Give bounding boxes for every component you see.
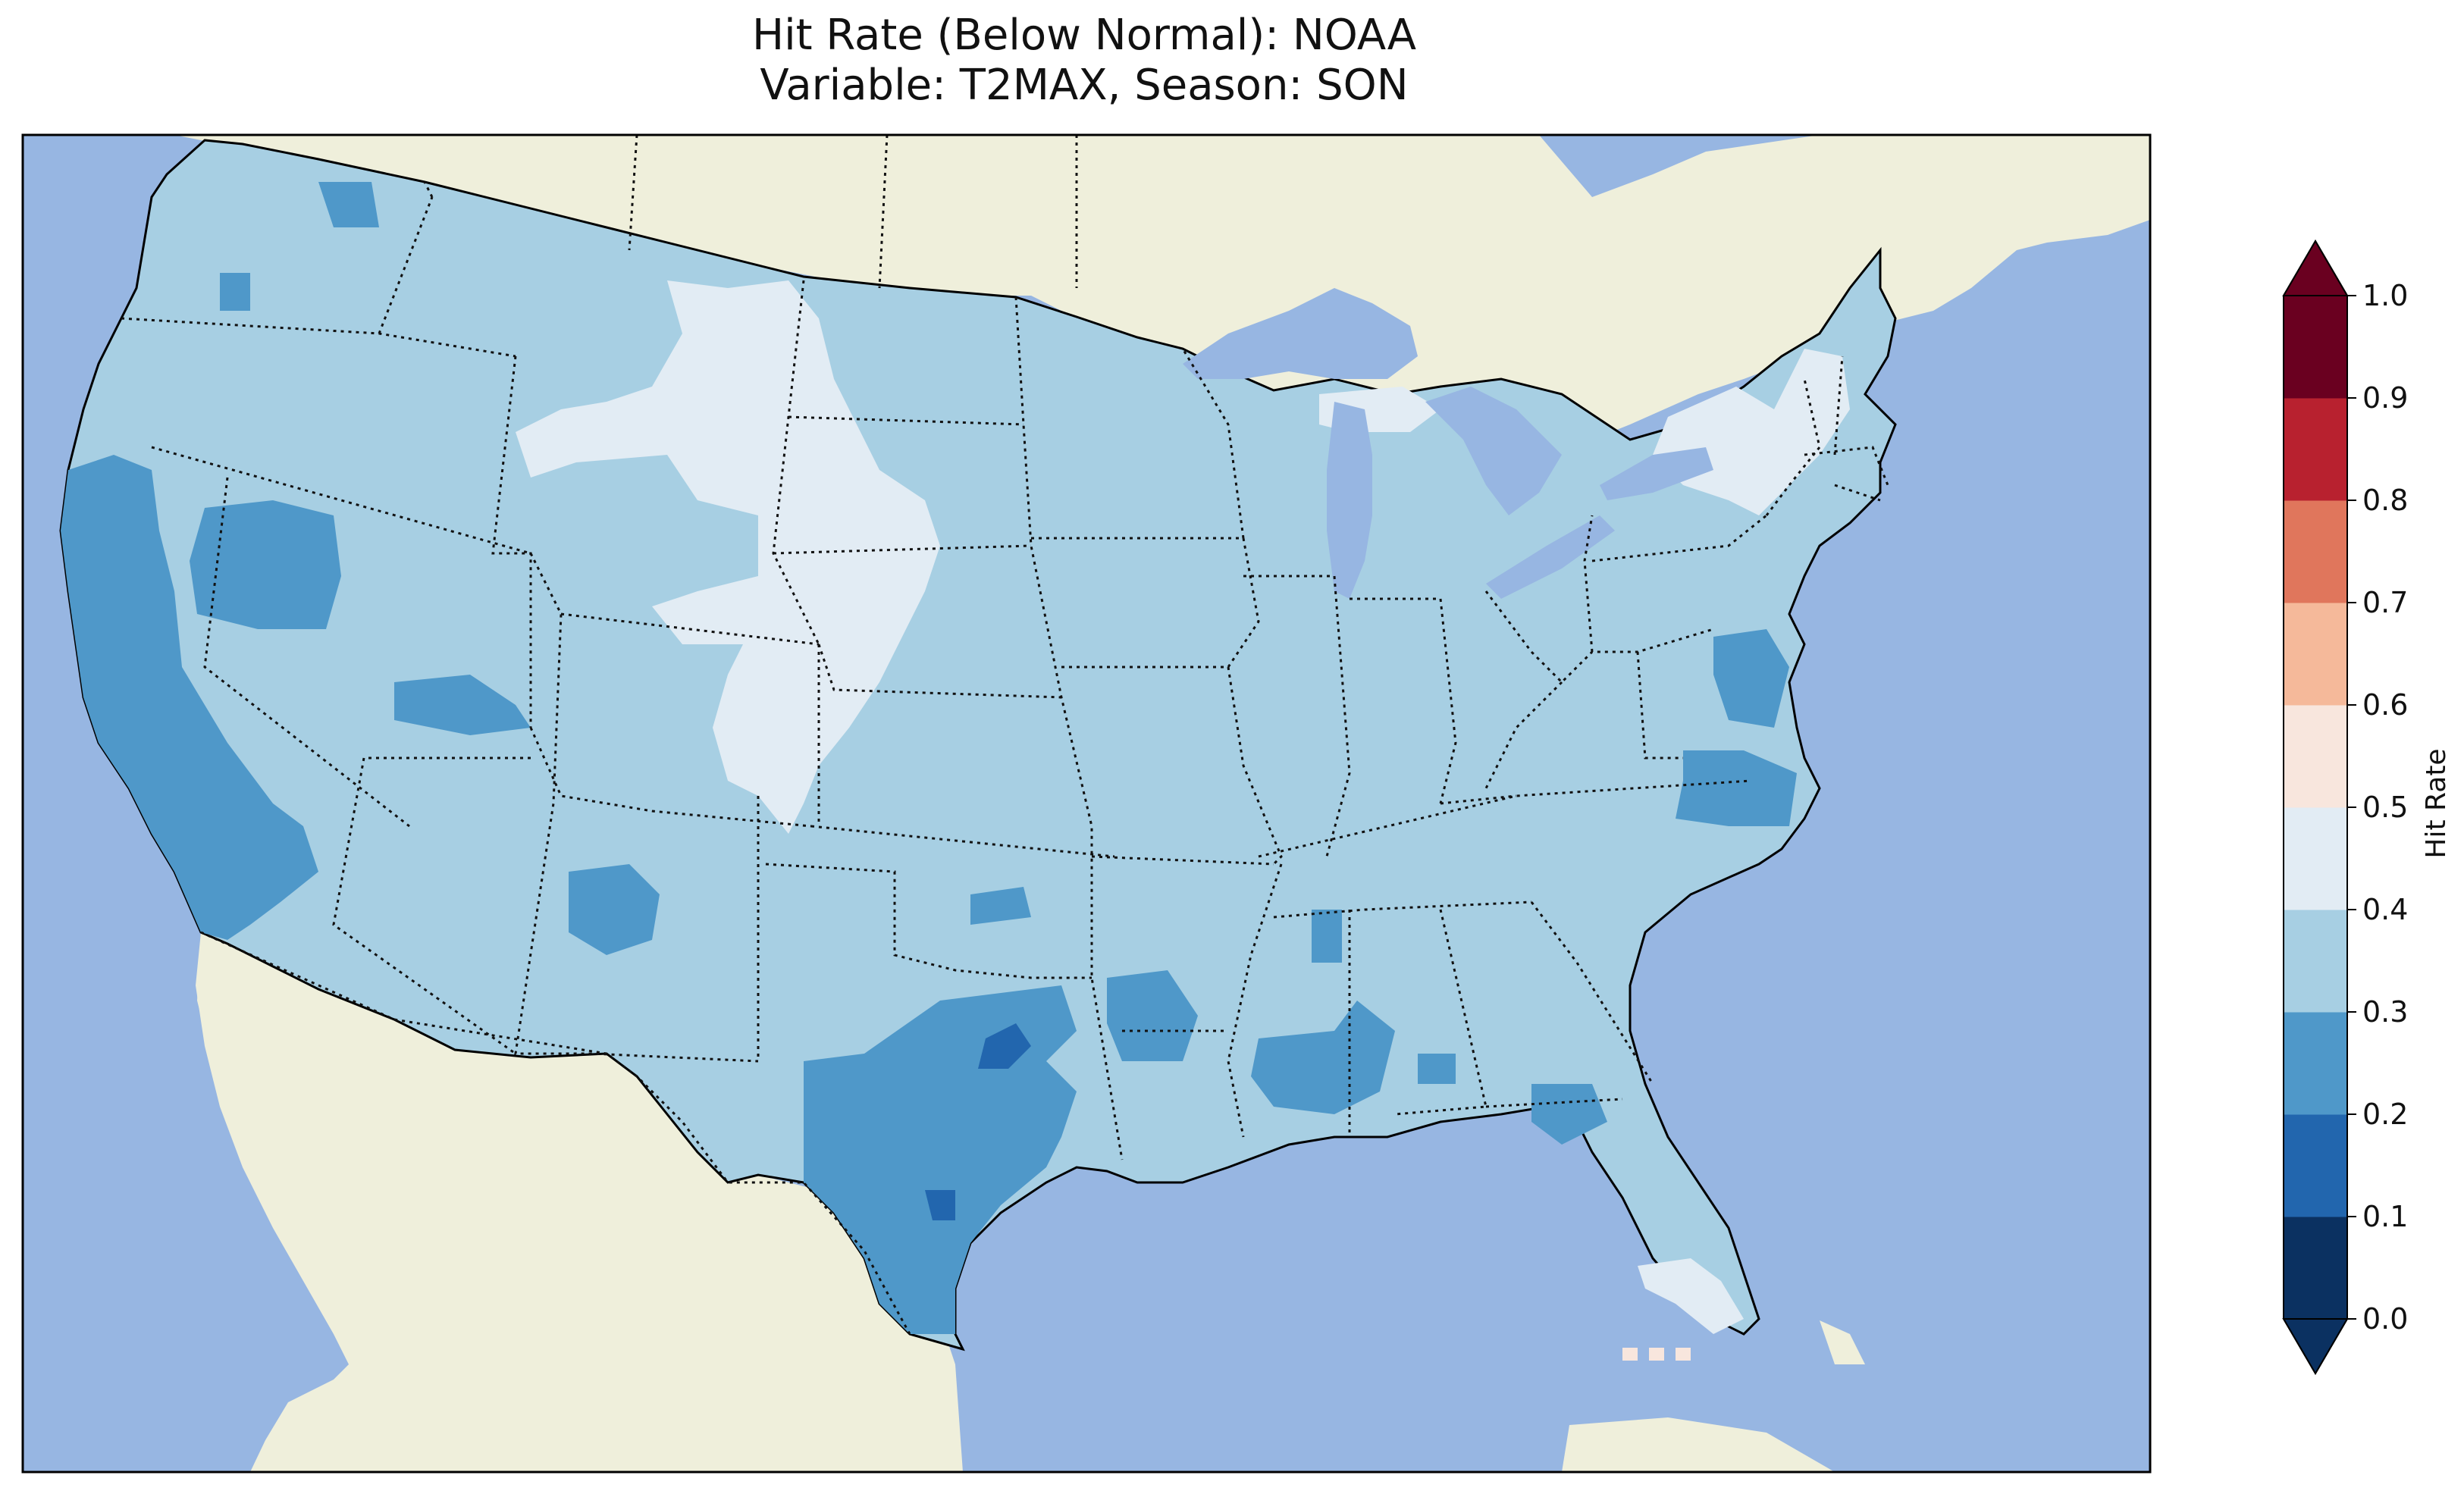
colorbar-bin-5 [2284,705,2347,808]
region-nm [569,864,660,955]
lake-huron [1425,387,1562,515]
region-ms [1251,1001,1395,1114]
region-nevada [190,500,341,629]
colorbar-tick-label: 0.3 [2362,995,2408,1029]
title-line-2: Variable: T2MAX, Season: SON [760,61,1409,110]
colorbar-bin-7 [2284,500,2347,603]
region-florida-south [1638,1258,1744,1334]
colorbar-extend-max-arrow [2282,240,2349,296]
colorbar-tick-label: 0.2 [2362,1098,2408,1131]
colorbar-tick-label: 0.9 [2362,381,2408,415]
cuba-land [1562,1417,1835,1472]
region-fl-keys [1622,1348,1691,1361]
colorbar-tick-label: 0.0 [2362,1302,2408,1336]
colorbar-bin-1 [2284,1114,2347,1217]
region-al [1418,1054,1456,1084]
colorbar-extend-min-arrow [2282,1318,2349,1375]
cuba-east [1820,1320,1865,1364]
colorbar-tick-label: 0.6 [2362,688,2408,722]
map-frame [21,133,2152,1474]
colorbar-tick-label: 0.5 [2362,791,2408,824]
title-line-1: Hit Rate (Below Normal): NOAA [751,11,1417,60]
region-fl-panhandle [1531,1084,1607,1145]
region-ok [970,887,1031,925]
colorbar-ticks: 0.0 0.1 0.2 0.3 0.4 0.5 0.6 0.7 0.8 0.9 1.0 [2347,279,2408,1336]
region-idaho [318,182,379,227]
region-va-nc [1676,750,1797,826]
colorbar-tick-label: 1.0 [2362,279,2408,312]
map-title: Hit Rate (Below Normal): NOAA Variable: … [0,11,2168,111]
colorbar-label: Hit Rate [2421,748,2452,858]
region-tx-dark-2 [925,1190,955,1220]
colorbar-outline [2283,240,2348,1375]
region-tx-dark-1 [978,1023,1031,1069]
lake-michigan [1327,402,1372,599]
region-ms-north [1312,910,1342,963]
region-chesapeake [1713,629,1789,728]
colorbar-bin-2 [2284,1012,2347,1115]
region-oregon-spot [220,273,250,311]
lake-erie [1486,515,1615,599]
colorbar-tick-label: 0.7 [2362,586,2408,619]
colorbar-bin-8 [2284,398,2347,501]
colorbar-bins [2284,296,2347,1320]
lake-ontario [1600,447,1713,500]
region-utah [394,675,531,735]
colorbar-tick-label: 0.4 [2362,893,2408,926]
colorbar-bin-0 [2284,1217,2347,1320]
us-canada-border [628,135,1078,289]
region-texas [804,985,1077,1334]
baja-land [196,932,425,1425]
region-west-coast [61,455,318,940]
colorbar-bin-3 [2284,910,2347,1013]
colorbar-bin-6 [2284,603,2347,706]
colorbar-bin-4 [2284,807,2347,910]
colorbar-tick-label: 0.1 [2362,1200,2408,1233]
lake-superior [1183,288,1418,379]
colorbar-tick-label: 0.8 [2362,484,2408,517]
state-borders [121,181,1889,1160]
canada-land [174,135,2150,584]
colorbar-bin-9 [2284,296,2347,399]
region-la-ar [1107,970,1198,1061]
